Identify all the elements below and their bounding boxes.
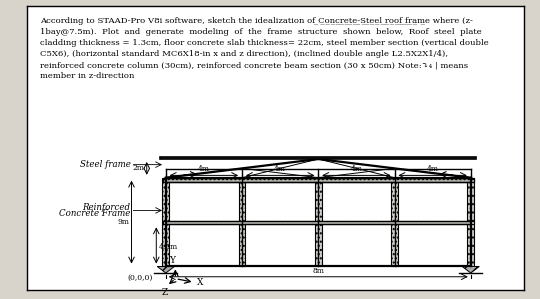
- Text: 4m: 4m: [350, 165, 362, 173]
- Text: (0,0,0): (0,0,0): [127, 274, 152, 282]
- Text: Z: Z: [162, 288, 168, 297]
- Text: Steel frame: Steel frame: [80, 160, 131, 169]
- Bar: [468, 178, 474, 266]
- Text: X: X: [197, 278, 204, 287]
- Text: According to STAAD-Pro V8i software, sketch the idealization of ̲C̲o̲n̲c̲r̲e̲t̲e: According to STAAD-Pro V8i software, ske…: [40, 17, 489, 80]
- Bar: [315, 178, 322, 266]
- Text: 4m: 4m: [274, 165, 286, 173]
- Text: 9m: 9m: [118, 218, 130, 226]
- Text: Reinforced: Reinforced: [83, 203, 131, 212]
- Text: 8m: 8m: [312, 267, 325, 275]
- Text: Concrete Frame: Concrete Frame: [59, 209, 131, 218]
- Text: 4m: 4m: [427, 165, 438, 173]
- Text: 4.5m: 4.5m: [159, 243, 178, 251]
- Bar: [239, 178, 245, 266]
- Text: 2m: 2m: [133, 164, 145, 173]
- Bar: [163, 178, 169, 266]
- Bar: [163, 178, 474, 182]
- Text: 4m: 4m: [198, 165, 210, 173]
- Bar: [160, 157, 476, 159]
- Text: Y: Y: [170, 256, 176, 265]
- Bar: [163, 221, 474, 225]
- Bar: [391, 178, 398, 266]
- Polygon shape: [462, 266, 480, 273]
- Polygon shape: [157, 266, 174, 273]
